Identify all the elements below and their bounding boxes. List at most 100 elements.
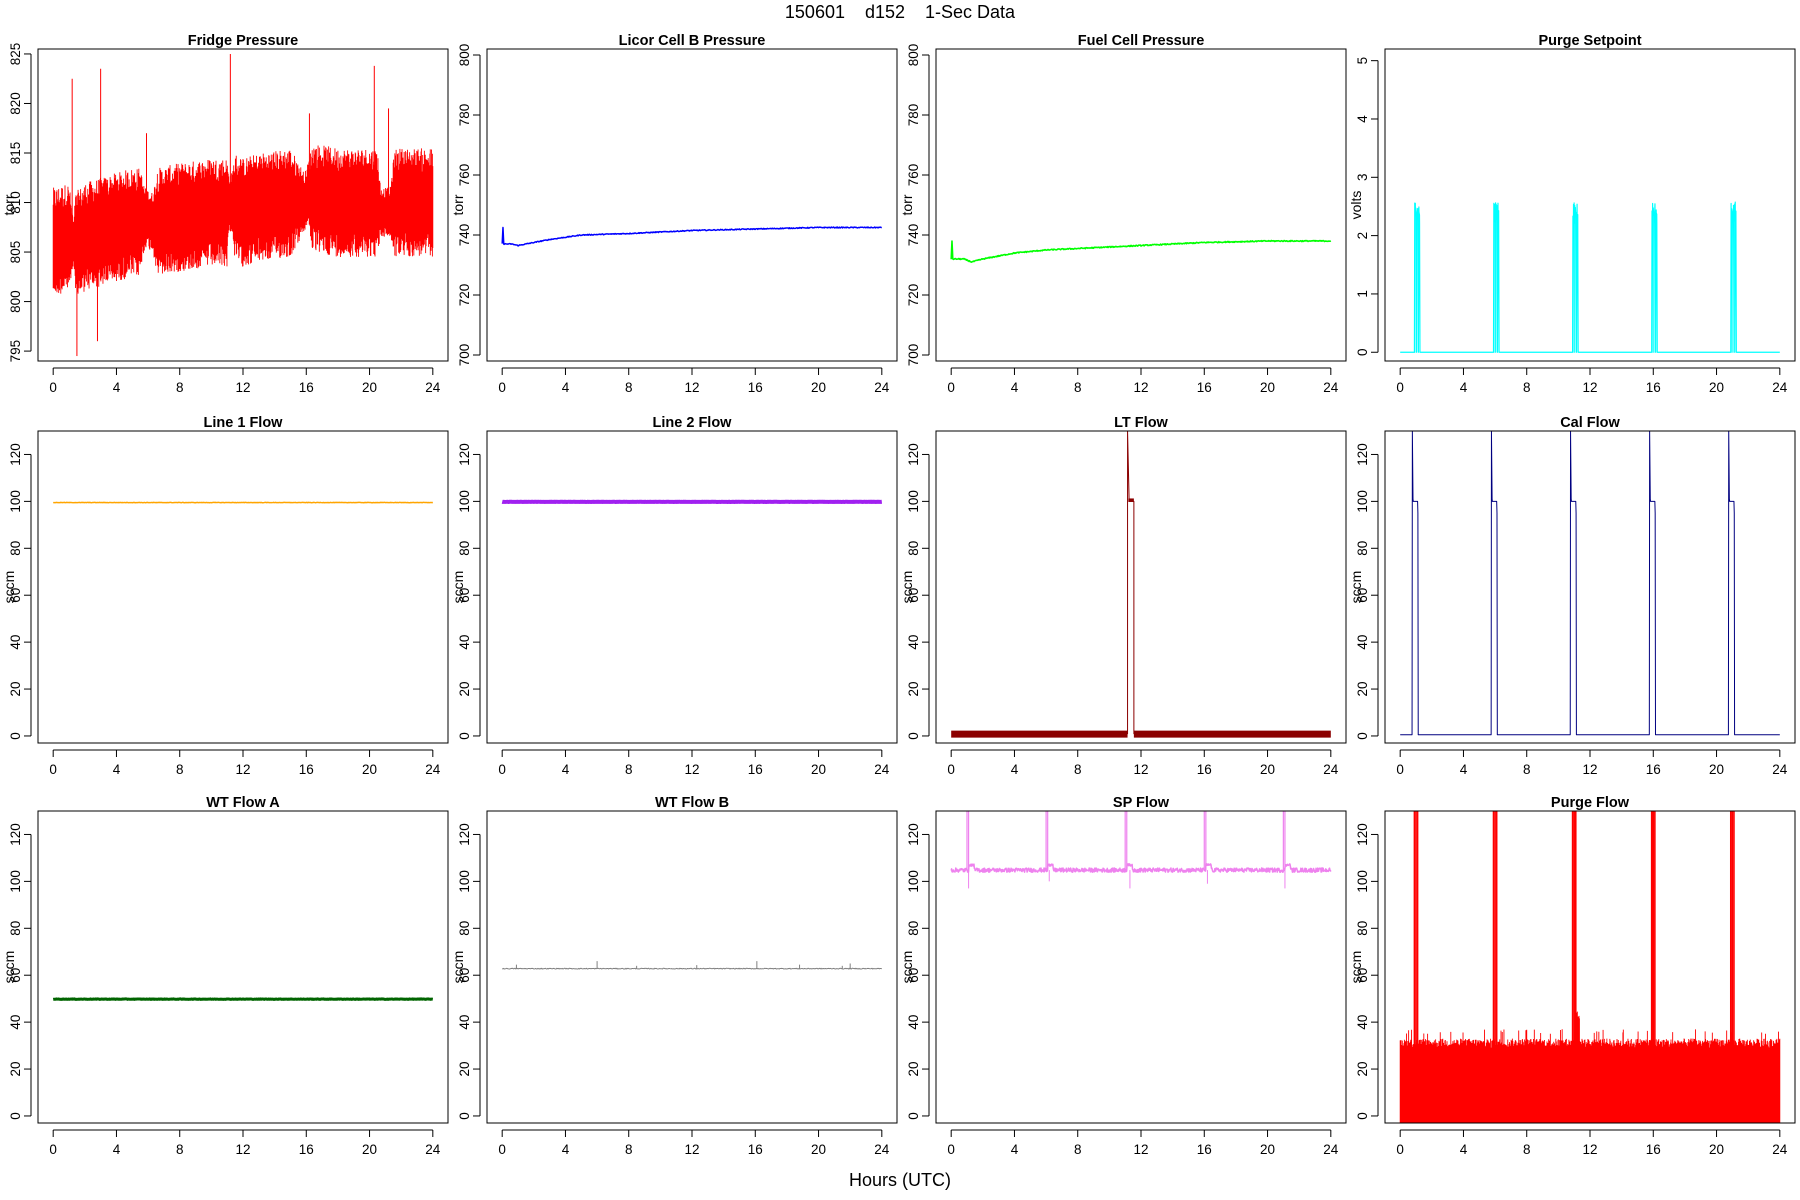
- y-tick-label: 120: [457, 823, 472, 846]
- x-axis: 0 4 8 12 16 20 24: [49, 1129, 441, 1157]
- x-axis: 0 4 8 12 16 20 24: [1396, 1129, 1788, 1157]
- x-axis-caption: Hours (UTC): [849, 1170, 951, 1190]
- y-tick-label: 120: [906, 823, 921, 846]
- panel-wtb: WT Flow B sccm 0 4 8 12 16 20 24 0 20 40 60 80 100 120: [450, 795, 898, 1157]
- y-tick-label: 40: [1355, 1015, 1370, 1030]
- y-tick-label: 100: [1355, 870, 1370, 893]
- y-axis-label: torr: [1, 194, 17, 215]
- series-segment: [1127, 431, 1135, 735]
- x-tick-label: 20: [362, 1142, 377, 1157]
- x-tick-label: 24: [874, 380, 890, 395]
- x-tick-label: 8: [176, 762, 184, 777]
- plot-box: [37, 810, 449, 1124]
- x-axis: 0 4 8 12 16 20 24: [498, 367, 890, 395]
- x-tick-label: 12: [684, 380, 699, 395]
- y-axis: 0 20 40 60 80 100 120: [457, 443, 481, 740]
- y-tick-label: 60: [1355, 588, 1370, 603]
- page-title: 150601 d152 1-Sec Data: [784, 2, 1016, 22]
- x-tick-label: 4: [1011, 1142, 1019, 1157]
- y-tick-label: 740: [457, 224, 472, 247]
- x-tick-label: 12: [1133, 1142, 1148, 1157]
- y-axis-label: torr: [899, 194, 915, 215]
- plot-box: [37, 430, 449, 744]
- y-tick-label: 760: [906, 164, 921, 187]
- panel-cal: Cal Flow sccm 0 4 8 12 16 20 24 0 20 40 60 80 100 120: [1348, 415, 1796, 777]
- y-tick-label: 120: [906, 443, 921, 466]
- panel-title: Line 1 Flow: [204, 415, 284, 431]
- x-tick-label: 0: [1396, 380, 1404, 395]
- y-tick-label: 120: [1355, 823, 1370, 846]
- series-line: [501, 226, 882, 247]
- series-sp: [950, 811, 1332, 889]
- panel-line2: Line 2 Flow sccm 0 4 8 12 16 20 24 0 20 40 60 80 100 12…: [450, 415, 898, 777]
- y-axis-label: volts: [1348, 191, 1364, 220]
- x-tick-label: 4: [113, 380, 121, 395]
- plot-box: [486, 430, 898, 744]
- x-tick-label: 20: [811, 380, 826, 395]
- series-line: [501, 967, 882, 970]
- y-tick-label: 0: [8, 732, 23, 740]
- x-tick-label: 8: [1074, 380, 1082, 395]
- x-tick-label: 4: [1460, 380, 1468, 395]
- x-tick-label: 12: [235, 762, 250, 777]
- x-tick-label: 20: [1260, 1142, 1275, 1157]
- y-tick-label: 0: [906, 732, 921, 740]
- y-tick-label: 820: [8, 92, 23, 115]
- y-tick-label: 1: [1355, 290, 1370, 298]
- y-tick-label: 800: [457, 44, 472, 67]
- x-tick-label: 16: [299, 380, 314, 395]
- series-band: [52, 145, 434, 294]
- y-tick-label: 40: [1355, 635, 1370, 650]
- y-axis: 0 20 40 60 80 100 120: [8, 823, 32, 1120]
- y-axis: 0 20 40 60 80 100 120: [906, 823, 930, 1120]
- y-tick-label: 100: [906, 490, 921, 513]
- x-tick-label: 0: [49, 380, 57, 395]
- series-line: [950, 239, 1332, 263]
- x-tick-label: 8: [1523, 380, 1531, 395]
- x-tick-label: 16: [1646, 1142, 1661, 1157]
- plot-box: [37, 48, 449, 362]
- y-tick-label: 20: [8, 682, 23, 697]
- y-tick-label: 0: [1355, 348, 1370, 356]
- y-axis-label: sccm: [1, 951, 17, 984]
- y-tick-label: 60: [1355, 968, 1370, 983]
- y-tick-label: 0: [1355, 732, 1370, 740]
- x-tick-label: 12: [684, 1142, 699, 1157]
- x-tick-label: 16: [1197, 762, 1212, 777]
- x-axis: 0 4 8 12 16 20 24: [498, 749, 890, 777]
- plot-box: [935, 810, 1347, 1124]
- panel-title: SP Flow: [1113, 795, 1170, 811]
- y-tick-label: 100: [906, 870, 921, 893]
- y-tick-label: 120: [457, 443, 472, 466]
- x-tick-label: 20: [811, 1142, 826, 1157]
- plot-box: [935, 48, 1347, 362]
- y-tick-label: 100: [457, 870, 472, 893]
- y-axis-label: sccm: [899, 571, 915, 604]
- y-axis: 795 800 805 810 815 820 825: [8, 43, 32, 362]
- panel-lt: LT Flow sccm 0 4 8 12 16 20 24 0 20 40 60 80 100 120: [899, 415, 1347, 777]
- x-tick-label: 12: [235, 380, 250, 395]
- x-tick-label: 16: [748, 762, 763, 777]
- y-tick-label: 0: [1355, 1112, 1370, 1120]
- y-tick-label: 60: [906, 968, 921, 983]
- panel-purge_flow: Purge Flow sccm 0 4 8 12 16 20 24 0 20 40 60 80 100 120: [1348, 795, 1796, 1157]
- y-tick-label: 780: [906, 104, 921, 127]
- y-tick-label: 720: [906, 284, 921, 307]
- x-tick-label: 24: [1772, 1142, 1788, 1157]
- x-tick-label: 8: [176, 380, 184, 395]
- x-tick-label: 12: [1133, 380, 1148, 395]
- y-tick-label: 0: [457, 1112, 472, 1120]
- x-tick-label: 8: [1074, 762, 1082, 777]
- y-tick-label: 805: [8, 241, 23, 264]
- x-tick-label: 4: [1011, 380, 1019, 395]
- panel-title: Purge Setpoint: [1538, 33, 1641, 49]
- x-tick-label: 12: [1582, 762, 1597, 777]
- x-tick-label: 0: [1396, 1142, 1404, 1157]
- y-tick-label: 40: [457, 635, 472, 650]
- y-axis: 0 20 40 60 80 100 120: [457, 823, 481, 1120]
- y-tick-label: 100: [8, 490, 23, 513]
